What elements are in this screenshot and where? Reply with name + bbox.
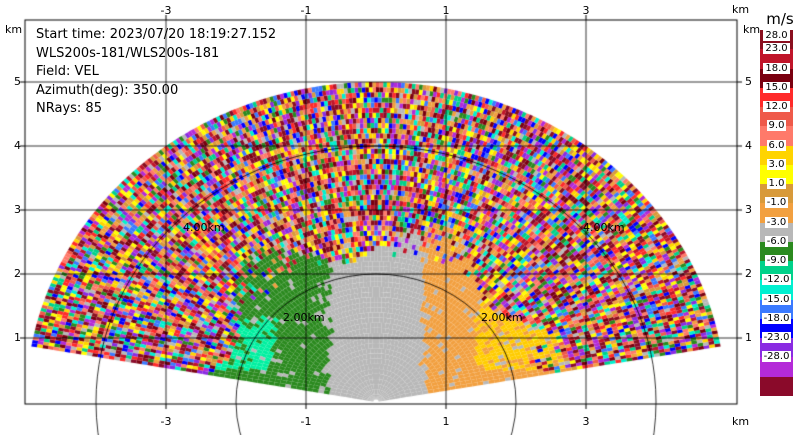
colorbar-unit: m/s bbox=[766, 10, 794, 28]
y-tick-label-left: 4 bbox=[14, 139, 21, 152]
colorbar-label: -18.0 bbox=[761, 312, 792, 324]
x-tick-label-bottom: -1 bbox=[300, 415, 312, 428]
range-ring-label: 4.00km bbox=[583, 221, 625, 234]
x-tick-label-top: 3 bbox=[582, 4, 590, 17]
y-tick-label-left: 5 bbox=[14, 75, 21, 88]
colorbar-label: 23.0 bbox=[763, 43, 790, 55]
colorbar-label: -23.0 bbox=[761, 332, 792, 344]
colorbar-label: 15.0 bbox=[763, 81, 790, 93]
x-tick-label-top: 1 bbox=[442, 4, 450, 17]
instrument-text: WLS200s-181/WLS200s-181 bbox=[36, 45, 220, 61]
azimuth-text: Azimuth(deg): 350.00 bbox=[36, 82, 179, 98]
colorbar-label: -6.0 bbox=[764, 235, 789, 247]
x-tick-label-bottom: 1 bbox=[442, 415, 450, 428]
y-tick-label-right: 3 bbox=[745, 203, 752, 216]
colorbar-label: 28.0 bbox=[763, 30, 790, 41]
colorbar-label: -12.0 bbox=[761, 274, 792, 286]
range-ring-label: 2.00km bbox=[481, 311, 523, 324]
field-text: Field: VEL bbox=[36, 64, 99, 79]
x-tick-label-bottom: -3 bbox=[160, 415, 172, 428]
y-tick-label-right: 5 bbox=[745, 75, 752, 88]
y-tick-label-right: 1 bbox=[745, 331, 752, 344]
colorbar-label: 12.0 bbox=[763, 101, 790, 113]
y-unit-label-left: km bbox=[5, 23, 23, 36]
y-tick-label-left: 3 bbox=[14, 203, 21, 216]
colorbar-label: -3.0 bbox=[764, 216, 789, 228]
colorbar-label: 9.0 bbox=[766, 120, 787, 132]
colorbar-swatch bbox=[760, 357, 793, 378]
y-tick-label-left: 1 bbox=[14, 331, 21, 344]
x-tick-label-bottom: 3 bbox=[582, 415, 590, 428]
info-panel: Start time: 2023/07/20 18:19:27.152 WLS2… bbox=[36, 26, 276, 119]
x-tick-label-top: -1 bbox=[300, 4, 312, 17]
colorbar-label: -1.0 bbox=[764, 197, 789, 209]
range-ring-label: 4.00km bbox=[183, 221, 225, 234]
y-tick-label-right: 2 bbox=[745, 267, 752, 280]
y-tick-label-left: 2 bbox=[14, 267, 21, 280]
x-tick-label-top: -3 bbox=[160, 4, 172, 17]
colorbar-label: -28.0 bbox=[761, 351, 792, 363]
colorbar-swatch bbox=[760, 376, 793, 397]
x-unit-label-top: km bbox=[732, 3, 750, 16]
colorbar-label: 1.0 bbox=[766, 178, 787, 190]
colorbar-label: -9.0 bbox=[764, 255, 789, 267]
colorbar-label: -15.0 bbox=[761, 293, 792, 305]
nrays-text: NRays: 85 bbox=[36, 101, 102, 116]
y-tick-label-right: 4 bbox=[745, 139, 752, 152]
colorbar-label: 6.0 bbox=[766, 139, 787, 151]
y-unit-label-right: km bbox=[743, 23, 761, 36]
colorbar-label: 18.0 bbox=[763, 62, 790, 74]
range-ring-label: 2.00km bbox=[283, 311, 325, 324]
start-time-text: Start time: 2023/07/20 18:19:27.152 bbox=[36, 27, 277, 42]
colorbar: 28.0 23.0 18.0 15.0 12.0 9.0 6.0 3.0 1.0 -1.0 -3.0… bbox=[760, 30, 793, 397]
x-unit-label-bottom: km bbox=[732, 415, 750, 428]
colorbar-label: 3.0 bbox=[766, 158, 787, 170]
